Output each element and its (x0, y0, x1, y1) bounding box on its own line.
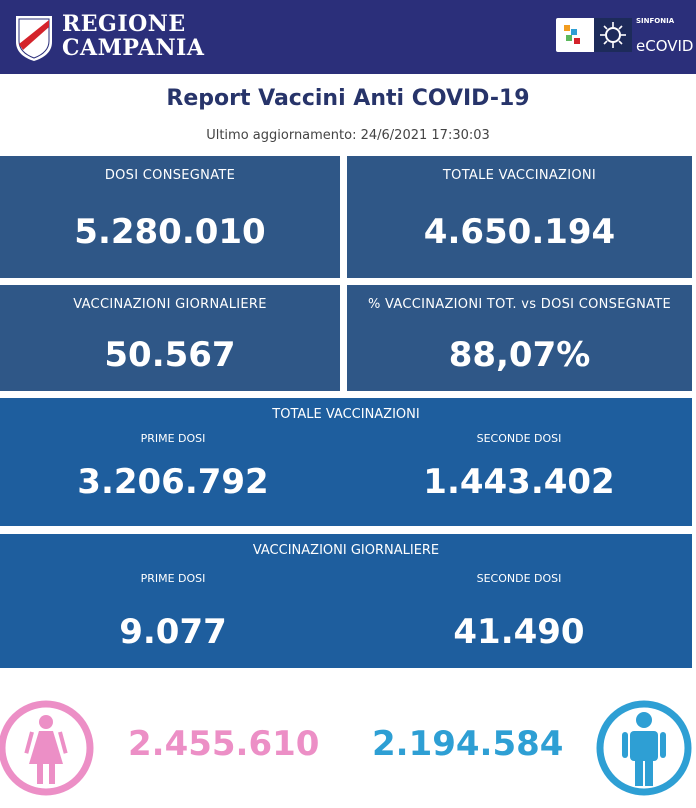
seconde-dosi-label: SECONDE DOSI (476, 432, 562, 445)
page-title: Report Vaccini Anti COVID-19 (166, 86, 530, 111)
prime-dosi-label: PRIME DOSI (140, 572, 206, 585)
seconde-dosi-value: 41.490 (453, 612, 585, 652)
virus-icon (594, 18, 632, 52)
card-label: TOTALE VACCINAZIONI (442, 168, 597, 183)
logo-main-text: eCOVID (636, 37, 694, 55)
card-label: % VACCINAZIONI TOT. vs DOSI CONSEGNATE (367, 297, 672, 312)
region-line-1: REGIONE (62, 11, 186, 37)
male-icon (596, 700, 692, 796)
male-vaccinations-value: 2.194.584 (372, 724, 564, 764)
prime-dosi-value: 3.206.792 (77, 462, 269, 502)
region-crest-icon (16, 16, 52, 61)
card-value: 5.280.010 (74, 212, 266, 252)
last-update: Ultimo aggiornamento: 24/6/2021 17:30:03 (206, 128, 490, 143)
prime-dosi-value: 9.077 (119, 612, 227, 652)
header-bar: REGIONE CAMPANIA (0, 0, 696, 74)
panel-totale-vaccinazioni: TOTALE VACCINAZIONI PRIME DOSI 3.206.792… (0, 398, 692, 526)
female-vaccinations-value: 2.455.610 (128, 724, 320, 764)
prime-dosi-column: PRIME DOSI 3.206.792 (0, 398, 346, 526)
prime-dosi-column: PRIME DOSI 9.077 (0, 534, 346, 668)
female-icon (0, 700, 94, 796)
panel-label: VACCINAZIONI GIORNALIERE (252, 543, 440, 558)
seconde-dosi-value: 1.443.402 (423, 462, 615, 502)
card-label: VACCINAZIONI GIORNALIERE (73, 297, 267, 312)
logo-small-text: SINFONIA (636, 17, 675, 25)
logo-squares-icon (556, 18, 594, 52)
ecovid-logo (556, 18, 632, 52)
panel-label: TOTALE VACCINAZIONI (272, 407, 420, 422)
card-value: 4.650.194 (423, 212, 616, 252)
card-percentuale: % VACCINAZIONI TOT. vs DOSI CONSEGNATE 8… (347, 285, 692, 391)
seconde-dosi-column: SECONDE DOSI 1.443.402 (346, 398, 692, 526)
card-value: 88,07% (448, 335, 591, 375)
card-label: DOSI CONSEGNATE (104, 168, 236, 183)
region-name: REGIONE CAMPANIA (62, 12, 204, 60)
card-vaccinazioni-giornaliere: VACCINAZIONI GIORNALIERE 50.567 (0, 285, 340, 391)
seconde-dosi-label: SECONDE DOSI (476, 572, 562, 585)
card-totale-vaccinazioni: TOTALE VACCINAZIONI 4.650.194 (347, 156, 692, 278)
prime-dosi-label: PRIME DOSI (140, 432, 206, 445)
panel-vaccinazioni-giornaliere: VACCINAZIONI GIORNALIERE PRIME DOSI 9.07… (0, 534, 692, 668)
card-value: 50.567 (104, 335, 236, 375)
region-line-2: CAMPANIA (62, 35, 205, 61)
seconde-dosi-column: SECONDE DOSI 41.490 (346, 534, 692, 668)
card-dosi-consegnate: DOSI CONSEGNATE 5.280.010 (0, 156, 340, 278)
